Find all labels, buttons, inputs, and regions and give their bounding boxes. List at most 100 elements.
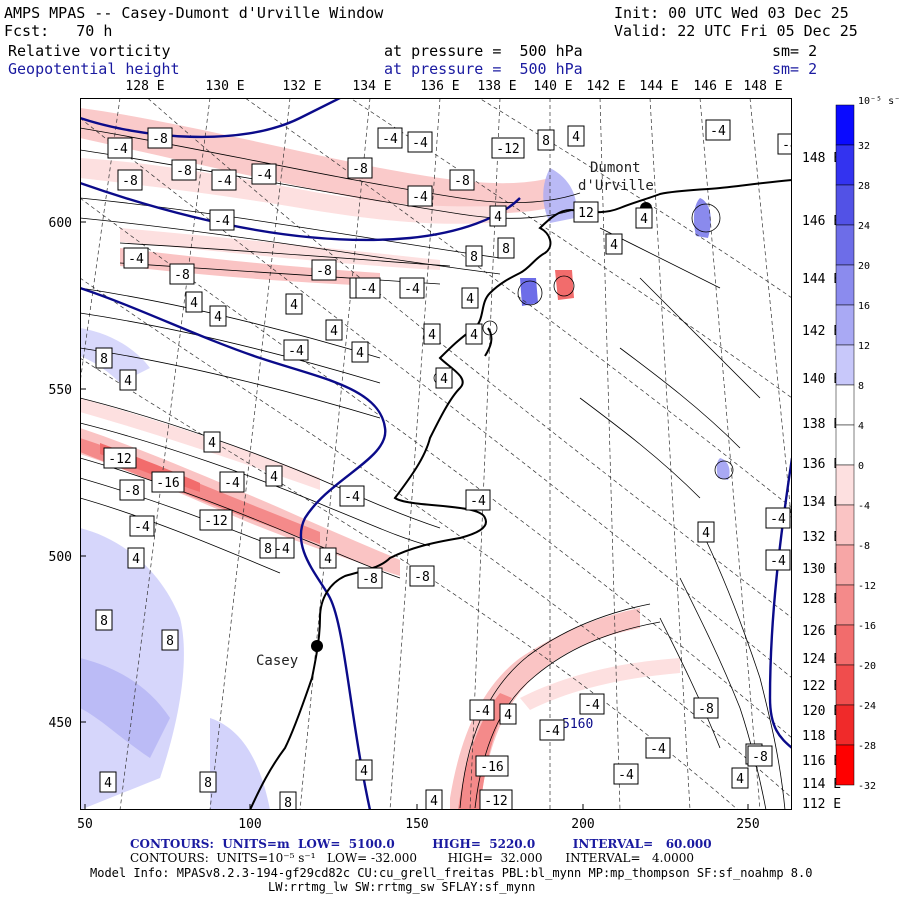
- colorbar-swatch: [835, 224, 855, 266]
- top-longitude-label: 142 E: [586, 79, 625, 94]
- map-plot: Casey Dumont d'Urville 5160 -4-8-8-8-4 -4…: [80, 98, 792, 810]
- top-longitude-label: 134 E: [352, 79, 391, 94]
- contour-label-box: [319, 547, 337, 569]
- contour-label-text: 4: [356, 346, 364, 361]
- contour-label-text: 8: [502, 242, 510, 257]
- contour-label: 4: [731, 767, 749, 789]
- contour-label-box: [409, 565, 435, 587]
- contour-label-box: [465, 245, 483, 267]
- contour-label-text: -4: [770, 554, 786, 569]
- contour-label-text: 4: [428, 328, 436, 343]
- colorbar-swatch: [835, 544, 855, 586]
- contour-label-text: 4: [430, 794, 438, 809]
- contour-label-box: [357, 567, 383, 589]
- colorbar-swatch: [835, 424, 855, 466]
- contour-label-box: [351, 341, 369, 363]
- top-longitude-label: 140 E: [533, 79, 572, 94]
- contour-label-box: [537, 129, 555, 151]
- contour-label: -12: [491, 137, 525, 159]
- contour-label: 8: [465, 245, 483, 267]
- colorbar-swatch: [835, 384, 855, 426]
- contour-label: -4: [339, 485, 365, 507]
- colorbar-label: 8: [858, 381, 864, 392]
- contour-label: -4: [107, 137, 133, 159]
- contour-label: 4: [265, 465, 283, 487]
- contour-label-text: 8: [284, 796, 292, 810]
- contour-label-box: [199, 771, 217, 793]
- contour-label-text: -4: [256, 168, 272, 183]
- contour-label-text: -8: [176, 164, 192, 179]
- contour-label-boxes: -4 -8 -8 -8 -4 -4 -8 -4 -4 -4 -12 8 4 -4 -4 -8 -4 4 12 -4 -4…: [95, 119, 792, 810]
- contour-label-box: [407, 131, 433, 153]
- contour-label: -8: [171, 159, 197, 181]
- colorbar-swatch: [835, 184, 855, 226]
- contour-label-box: [151, 471, 185, 493]
- contour-label-text: 4: [572, 130, 580, 145]
- contour-label-text: 4: [270, 470, 278, 485]
- colorbar-swatch: [835, 104, 855, 146]
- contour-label-text: 4: [470, 328, 478, 343]
- contour-label: -4: [407, 131, 433, 153]
- contour-label: 8: [95, 609, 113, 631]
- contour-label-text: 8: [166, 634, 174, 649]
- contour-label-box: [169, 263, 195, 285]
- contour-label: -12: [103, 447, 137, 469]
- contour-label: -8: [311, 259, 337, 281]
- casey-station-dot: [311, 640, 323, 652]
- contour-label: 4: [567, 125, 585, 147]
- contour-label: 4: [697, 521, 715, 543]
- contour-label-box: [355, 759, 373, 781]
- contour-label: 4: [499, 703, 517, 725]
- contour-label-text: 12: [578, 206, 594, 221]
- contour-label-text: -12: [484, 794, 507, 809]
- contour-label: 4: [203, 431, 221, 453]
- x-tick-label: 200: [571, 817, 594, 832]
- contour-label: 4: [351, 341, 369, 363]
- colorbar-swatch: [835, 664, 855, 706]
- field2-level: at pressure = 500 hPa: [384, 60, 583, 78]
- contour-label: -4: [251, 163, 277, 185]
- contour-label-text: 4: [440, 372, 448, 387]
- contour-label: -4: [765, 549, 791, 571]
- contour-label-text: -8: [174, 268, 190, 283]
- contour-label-text: -8: [362, 572, 378, 587]
- contour-label: 8: [259, 537, 277, 559]
- contour-label-box: [99, 771, 117, 793]
- contour-label-box: [469, 699, 495, 721]
- x-tick-label: 250: [736, 817, 759, 832]
- contour-label-text: -8: [122, 174, 138, 189]
- contour-label-text: -16: [480, 760, 503, 775]
- y-tick-label: 450: [49, 716, 72, 731]
- contour-label-box: [567, 125, 585, 147]
- contour-label: 8: [199, 771, 217, 793]
- contour-label-box: [279, 791, 297, 810]
- valid-time: Valid: 22 UTC Fri 05 Dec 25: [614, 22, 858, 40]
- model-info: Model Info: MPASv8.2.3-194-gf29cd82c CU:…: [90, 866, 813, 880]
- contour-label-text: -4: [782, 138, 792, 153]
- contour-label-text: 4: [214, 310, 222, 325]
- contour-label-box: [479, 789, 513, 810]
- contour-label-box: [129, 515, 155, 537]
- contour-label-box: [117, 169, 143, 191]
- contour-label-text: -4: [412, 190, 428, 205]
- contour-label-text: -8: [124, 484, 140, 499]
- contour-label-text: -4: [274, 542, 290, 557]
- contour-label-box: [119, 479, 145, 501]
- colorbar-label: 28: [858, 181, 870, 192]
- contour-label-text: -4: [382, 132, 398, 147]
- field1-name: Relative vorticity: [8, 42, 171, 60]
- contour-label-text: -12: [204, 514, 227, 529]
- contour-label-box: [399, 277, 425, 299]
- contour-label-box: [355, 277, 381, 299]
- contour-label: 4: [423, 323, 441, 345]
- colorbar-swatch: [835, 344, 855, 386]
- contour-label: 4: [127, 547, 145, 569]
- contour-label-box: [251, 163, 277, 185]
- contour-label-text: -4: [360, 282, 376, 297]
- contour-label-box: [185, 291, 203, 313]
- contour-label-box: [777, 133, 792, 155]
- contour-label-box: [605, 233, 623, 255]
- colorbar-label: 32: [858, 141, 870, 152]
- contour-label-box: [613, 763, 639, 785]
- casey-label: Casey: [256, 653, 298, 669]
